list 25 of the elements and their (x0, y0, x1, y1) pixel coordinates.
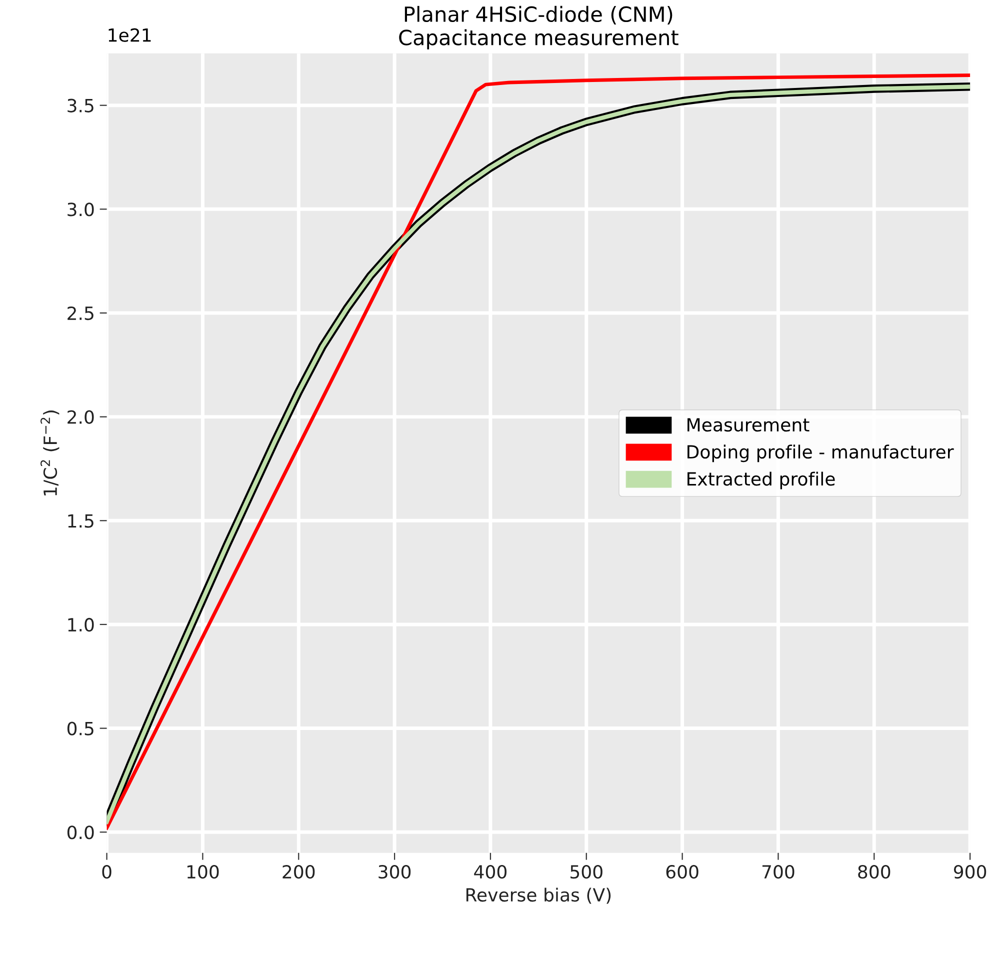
legend-label: Doping profile - manufacturer (688, 444, 954, 462)
x-tick-label: 100 (187, 865, 219, 879)
text: 1e21 (108, 28, 151, 42)
x-tick-label: 200 (282, 865, 315, 879)
y-tick-label: 0.5 (67, 722, 94, 736)
y-tick-label: 3.5 (68, 98, 94, 112)
legend-label: Extracted profile (688, 472, 835, 490)
y-tick-label: 2.5 (68, 306, 94, 320)
x-axis-title: Reverse bias (V) (466, 888, 611, 904)
x-tick-label: 400 (474, 865, 506, 879)
chart-title: Planar 4HSiC-diode (CNM) Capacitance measurement (399, 6, 678, 50)
y-tick-label: 2.0 (68, 410, 94, 424)
x-tick-label: 800 (858, 865, 890, 879)
x-tick-label: 500 (570, 865, 602, 879)
y-axis-title: 1/C$^{2}$ (F$^{−2}$) (40, 410, 60, 496)
legend-label: Measurement (688, 418, 810, 432)
x-tick-label: 900 (954, 865, 986, 879)
y-tick-label: 1.5 (68, 514, 94, 528)
x-tick-label: 300 (378, 865, 411, 879)
y-tick-label: 1.0 (68, 618, 94, 632)
x-tick-label: 0 (102, 865, 112, 879)
y-tick-label: 3.0 (68, 202, 94, 216)
x-tick-label: 600 (666, 865, 698, 879)
y-tick-label: 0.0 (67, 826, 94, 840)
x-tick-label: 700 (762, 865, 794, 879)
